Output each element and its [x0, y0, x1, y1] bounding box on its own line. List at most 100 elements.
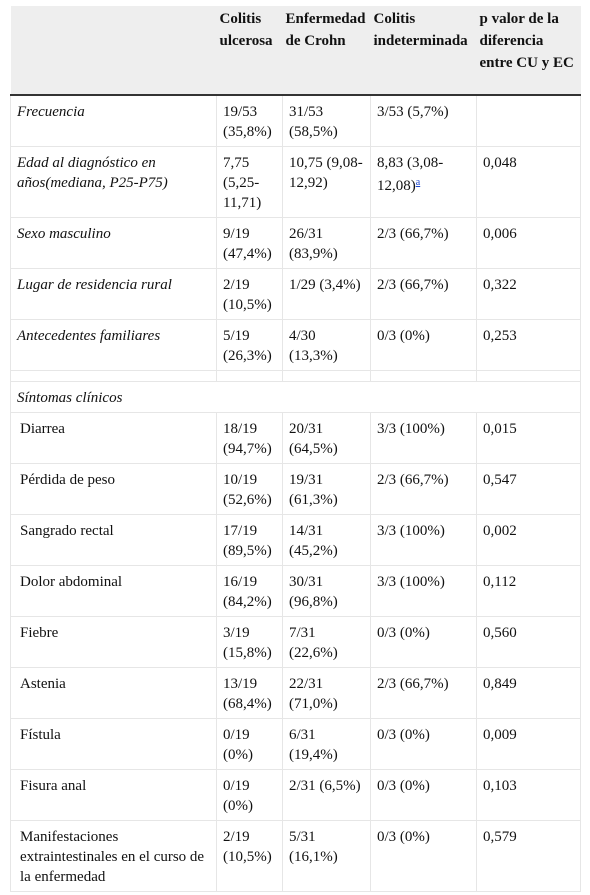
cell-p: 0,015 [476, 412, 581, 464]
cell-ec: 30/31 (96,8%) [282, 565, 371, 617]
cell-ec: 4/30 (13,3%) [282, 319, 371, 371]
spacer-cell [370, 370, 477, 382]
cell-cu: 5/19 (26,3%) [216, 319, 283, 371]
cell-ci: 0/3 (0%) [370, 718, 477, 770]
cell-p: 0,002 [476, 514, 581, 566]
section-row: Síntomas clínicos [10, 381, 581, 413]
cell-ci: 2/3 (66,7%) [370, 268, 477, 320]
table-row: Sangrado rectal 17/19 (89,5%) 14/31 (45,… [10, 514, 581, 566]
cell-cu: 9/19 (47,4%) [216, 217, 283, 269]
cell-ci: 0/3 (0%) [370, 616, 477, 668]
row-label: Dolor abdominal [10, 565, 217, 617]
row-label: Pérdida de peso [10, 463, 217, 515]
row-label: Frecuencia [10, 95, 217, 147]
cell-ci: 3/3 (100%) [370, 514, 477, 566]
cell-ci: 0/3 (0%) [370, 769, 477, 821]
cell-ci: 3/3 (100%) [370, 412, 477, 464]
row-label: Antecedentes familiares [10, 319, 217, 371]
spacer-cell [476, 370, 581, 382]
footnote-marker: a [416, 177, 420, 188]
cell-ec: 1/29 (3,4%) [282, 268, 371, 320]
table-row: Dolor abdominal 16/19 (84,2%) 30/31 (96,… [10, 565, 581, 617]
cell-ec: 26/31 (83,9%) [282, 217, 371, 269]
cell-p: 0,253 [476, 319, 581, 371]
spacer-cell [216, 370, 283, 382]
table-row: Frecuencia 19/53 (35,8%) 31/53 (58,5%) 3… [10, 95, 581, 147]
cell-ec: 14/31 (45,2%) [282, 514, 371, 566]
cell-ci: 2/3 (66,7%) [370, 667, 477, 719]
table-row: Fístula 0/19 (0%) 6/31 (19,4%) 0/3 (0%) … [10, 718, 581, 770]
cell-p: 0,560 [476, 616, 581, 668]
cell-ci-value: 8,83 (3,08-12,08) [377, 155, 444, 194]
row-label: Astenia [10, 667, 217, 719]
data-table: Colitis ulcerosa Enfermedad de Crohn Col… [10, 6, 581, 892]
row-label: Lugar de residencia rural [10, 268, 217, 320]
table-row: Manifestaciones extraintestinales en el … [10, 820, 581, 892]
row-label: Fístula [10, 718, 217, 770]
cell-ci: 2/3 (66,7%) [370, 217, 477, 269]
spacer-row [10, 370, 581, 382]
cell-p: 0,006 [476, 217, 581, 269]
cell-ci: 0/3 (0%) [370, 319, 477, 371]
cell-cu: 16/19 (84,2%) [216, 565, 283, 617]
section-label: Síntomas clínicos [10, 381, 581, 413]
header-colitis-ulcerosa: Colitis ulcerosa [216, 6, 283, 96]
table-row: Fisura anal 0/19 (0%) 2/31 (6,5%) 0/3 (0… [10, 769, 581, 821]
cell-cu: 2/19 (10,5%) [216, 820, 283, 892]
cell-p: 0,849 [476, 667, 581, 719]
row-label: Manifestaciones extraintestinales en el … [10, 820, 217, 892]
table-row: Fiebre 3/19 (15,8%) 7/31 (22,6%) 0/3 (0%… [10, 616, 581, 668]
footnote-link[interactable]: a [415, 177, 421, 188]
cell-ec: 22/31 (71,0%) [282, 667, 371, 719]
cell-ci: 3/3 (100%) [370, 565, 477, 617]
cell-ec: 2/31 (6,5%) [282, 769, 371, 821]
cell-ec: 6/31 (19,4%) [282, 718, 371, 770]
row-label: Fiebre [10, 616, 217, 668]
cell-ec: 19/31 (61,3%) [282, 463, 371, 515]
cell-cu: 13/19 (68,4%) [216, 667, 283, 719]
cell-ec: 5/31 (16,1%) [282, 820, 371, 892]
cell-cu: 7,75 (5,25-11,71) [216, 146, 283, 218]
cell-ci: 2/3 (66,7%) [370, 463, 477, 515]
cell-p: 0,103 [476, 769, 581, 821]
table-row: Edad al diagnóstico en años(mediana, P25… [10, 146, 581, 218]
cell-p: 0,009 [476, 718, 581, 770]
spacer-cell [282, 370, 371, 382]
cell-ec: 31/53 (58,5%) [282, 95, 371, 147]
cell-cu: 2/19 (10,5%) [216, 268, 283, 320]
cell-cu: 10/19 (52,6%) [216, 463, 283, 515]
cell-ec: 20/31 (64,5%) [282, 412, 371, 464]
cell-ci: 3/53 (5,7%) [370, 95, 477, 147]
cell-cu: 18/19 (94,7%) [216, 412, 283, 464]
table-row: Diarrea 18/19 (94,7%) 20/31 (64,5%) 3/3 … [10, 412, 581, 464]
cell-p: 0,112 [476, 565, 581, 617]
header-p-valor: p valor de la diferencia entre CU y EC [476, 6, 581, 96]
cell-p: 0,048 [476, 146, 581, 218]
header-row: Colitis ulcerosa Enfermedad de Crohn Col… [10, 6, 581, 96]
cell-cu: 3/19 (15,8%) [216, 616, 283, 668]
cell-p: 0,579 [476, 820, 581, 892]
table-row: Pérdida de peso 10/19 (52,6%) 19/31 (61,… [10, 463, 581, 515]
cell-ec: 7/31 (22,6%) [282, 616, 371, 668]
spacer-cell [10, 370, 217, 382]
cell-p [476, 95, 581, 147]
cell-ec: 10,75 (9,08-12,92) [282, 146, 371, 218]
header-colitis-indeterminada: Colitis indeterminada [370, 6, 477, 96]
table-row: Sexo masculino 9/19 (47,4%) 26/31 (83,9%… [10, 217, 581, 269]
cell-cu: 19/53 (35,8%) [216, 95, 283, 147]
row-label: Sexo masculino [10, 217, 217, 269]
header-empty [10, 6, 217, 96]
table-row: Astenia 13/19 (68,4%) 22/31 (71,0%) 2/3 … [10, 667, 581, 719]
cell-cu: 17/19 (89,5%) [216, 514, 283, 566]
table-row: Antecedentes familiares 5/19 (26,3%) 4/3… [10, 319, 581, 371]
cell-ci: 8,83 (3,08-12,08)a [370, 146, 477, 218]
cell-cu: 0/19 (0%) [216, 718, 283, 770]
row-label: Fisura anal [10, 769, 217, 821]
row-label: Sangrado rectal [10, 514, 217, 566]
header-enfermedad-crohn: Enfermedad de Crohn [282, 6, 371, 96]
cell-p: 0,547 [476, 463, 581, 515]
cell-ci: 0/3 (0%) [370, 820, 477, 892]
cell-p: 0,322 [476, 268, 581, 320]
cell-cu: 0/19 (0%) [216, 769, 283, 821]
